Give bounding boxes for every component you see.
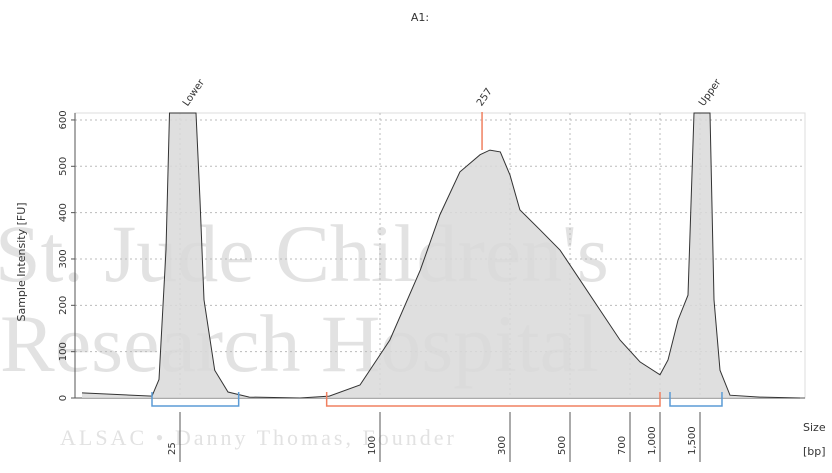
area — [82, 113, 801, 398]
x-tick-label: 300 — [497, 436, 508, 455]
peak-label: Upper — [697, 77, 724, 109]
x-axis-label: [bp] — [803, 445, 826, 458]
region-bracket — [669, 392, 723, 407]
y-axis-label: Sample Intensity [FU] — [15, 202, 28, 321]
y-tick-label: 100 — [58, 342, 69, 361]
y-tick-label: 300 — [58, 249, 69, 268]
chart-title: A1: — [411, 11, 429, 24]
peak-label: Lower — [181, 77, 208, 109]
region-bracket — [325, 392, 661, 407]
x-tick-label: 500 — [557, 436, 568, 455]
y-tick-label: 600 — [58, 110, 69, 129]
y-tick-label: 0 — [58, 395, 69, 401]
line — [81, 112, 801, 399]
x-tick-label: 25 — [167, 442, 178, 455]
x-tick-label: 100 — [367, 436, 378, 455]
x-tick-label: 700 — [617, 436, 628, 455]
x-tick-label: 1,500 — [687, 426, 698, 455]
x-tick-label: 1,000 — [647, 426, 658, 455]
region-bracket — [151, 392, 240, 407]
y-tick-label: 500 — [58, 157, 69, 176]
x-axis-label: Size — [803, 421, 826, 434]
peak-label: 257 — [475, 86, 495, 108]
y-tick-label: 200 — [58, 296, 69, 315]
y-tick-label: 400 — [58, 203, 69, 222]
watermark: ALSAC • Danny Thomas, Founder — [60, 425, 457, 450]
